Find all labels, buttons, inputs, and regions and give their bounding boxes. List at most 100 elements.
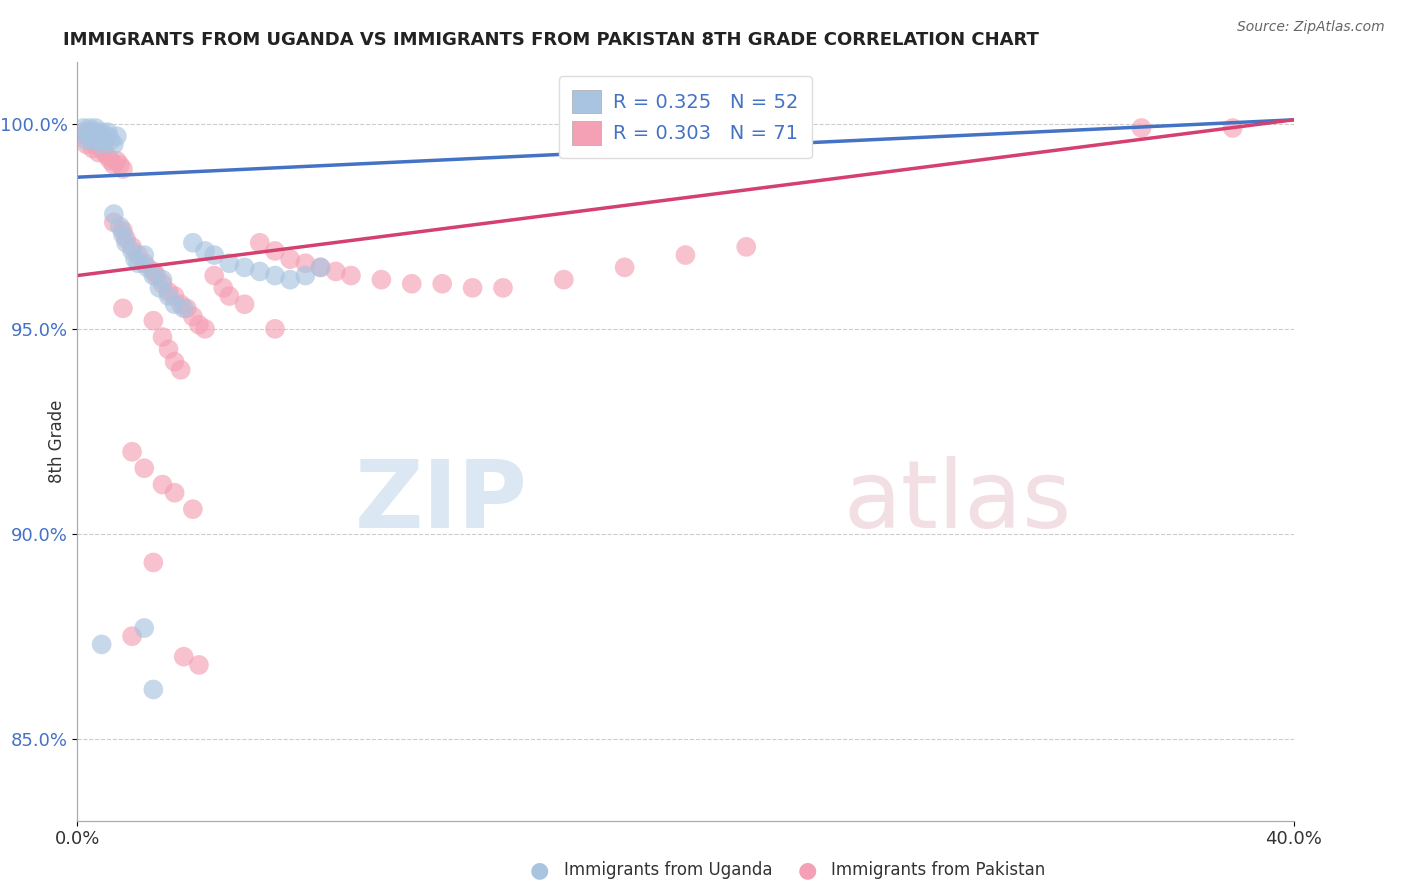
Point xyxy=(249,264,271,278)
Point xyxy=(121,629,143,643)
Point xyxy=(264,244,287,258)
Point xyxy=(218,256,240,270)
Point xyxy=(134,248,156,262)
Text: Immigrants from Uganda: Immigrants from Uganda xyxy=(564,861,772,879)
Point xyxy=(93,133,115,147)
Point xyxy=(157,343,180,357)
Legend: R = 0.325   N = 52, R = 0.303   N = 71: R = 0.325 N = 52, R = 0.303 N = 71 xyxy=(558,76,813,159)
Point xyxy=(181,502,204,516)
Point xyxy=(173,301,195,316)
Point xyxy=(340,268,363,283)
Text: Source: ZipAtlas.com: Source: ZipAtlas.com xyxy=(1237,20,1385,34)
Point xyxy=(145,268,167,283)
Point xyxy=(115,232,138,246)
Point xyxy=(90,129,112,144)
Point xyxy=(194,322,217,336)
Point xyxy=(163,485,186,500)
Point xyxy=(163,354,186,368)
Point xyxy=(430,277,453,291)
Point xyxy=(134,256,156,270)
Point xyxy=(100,133,122,147)
Point xyxy=(93,145,115,160)
Point xyxy=(492,281,515,295)
Text: Immigrants from Pakistan: Immigrants from Pakistan xyxy=(831,861,1046,879)
Point xyxy=(163,289,186,303)
Point xyxy=(181,310,204,324)
Point xyxy=(84,125,107,139)
Point xyxy=(90,141,112,155)
Point xyxy=(90,637,112,651)
Point xyxy=(84,137,107,152)
Point xyxy=(735,240,758,254)
Point xyxy=(111,223,134,237)
Point xyxy=(142,556,165,570)
Point xyxy=(152,277,174,291)
Point xyxy=(170,363,193,377)
Point xyxy=(194,244,217,258)
Point xyxy=(218,289,240,303)
Point xyxy=(309,260,332,275)
Point xyxy=(93,133,115,147)
Point xyxy=(370,273,392,287)
Point xyxy=(87,133,110,147)
Point xyxy=(170,297,193,311)
Point xyxy=(142,313,165,327)
Point xyxy=(75,137,97,152)
Point xyxy=(100,153,122,168)
Point xyxy=(103,215,125,229)
Point xyxy=(181,235,204,250)
Point xyxy=(136,260,159,275)
Point xyxy=(108,219,131,234)
Point xyxy=(124,252,146,267)
Point xyxy=(105,153,128,168)
Point xyxy=(105,129,128,144)
Point xyxy=(173,649,195,664)
Point xyxy=(87,129,110,144)
Point xyxy=(82,133,104,147)
Point xyxy=(90,125,112,139)
Point xyxy=(152,477,174,491)
Point xyxy=(79,129,101,144)
Point xyxy=(84,121,107,136)
Point xyxy=(90,129,112,144)
Point xyxy=(82,125,104,139)
Point xyxy=(134,461,156,475)
Point xyxy=(278,252,301,267)
Point xyxy=(264,322,287,336)
Text: ●: ● xyxy=(797,860,817,880)
Point xyxy=(553,273,575,287)
Point xyxy=(142,264,165,278)
Point xyxy=(613,260,636,275)
Point xyxy=(97,150,120,164)
Point xyxy=(115,235,138,250)
Point xyxy=(1130,121,1153,136)
Point xyxy=(103,207,125,221)
Point xyxy=(84,129,107,144)
Point xyxy=(278,273,301,287)
Point xyxy=(1222,121,1244,136)
Point xyxy=(75,125,97,139)
Point xyxy=(188,318,211,332)
Point xyxy=(176,301,198,316)
Point xyxy=(157,289,180,303)
Point xyxy=(90,137,112,152)
Point xyxy=(675,248,697,262)
Point xyxy=(142,268,165,283)
Point xyxy=(233,260,256,275)
Point xyxy=(152,273,174,287)
Point xyxy=(294,268,316,283)
Point xyxy=(79,121,101,136)
Point xyxy=(142,682,165,697)
Point xyxy=(249,235,271,250)
Point xyxy=(202,268,225,283)
Point xyxy=(121,244,143,258)
Point xyxy=(111,161,134,176)
Point xyxy=(325,264,347,278)
Point xyxy=(212,281,235,295)
Point xyxy=(103,137,125,152)
Point xyxy=(121,240,143,254)
Point xyxy=(309,260,332,275)
Point xyxy=(103,158,125,172)
Point xyxy=(75,133,97,147)
Point xyxy=(97,125,120,139)
